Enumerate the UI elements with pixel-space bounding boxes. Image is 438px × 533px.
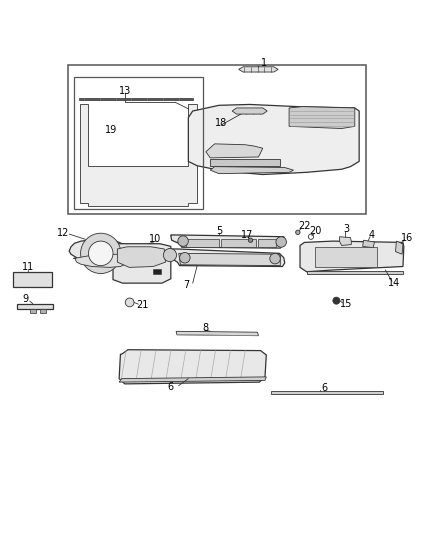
Polygon shape <box>339 237 351 246</box>
Bar <box>221 239 256 247</box>
Text: 19: 19 <box>105 125 117 135</box>
Text: 6: 6 <box>321 383 327 393</box>
Text: 1: 1 <box>261 58 267 68</box>
Polygon shape <box>289 107 355 128</box>
Polygon shape <box>74 254 127 268</box>
Text: 13: 13 <box>119 86 131 96</box>
Text: 22: 22 <box>298 221 311 231</box>
Text: 20: 20 <box>309 227 321 237</box>
Text: 7: 7 <box>183 280 189 290</box>
Text: 16: 16 <box>401 232 413 243</box>
Circle shape <box>81 233 121 273</box>
Circle shape <box>276 237 286 247</box>
Bar <box>186 239 219 247</box>
Circle shape <box>180 253 190 263</box>
Polygon shape <box>169 249 285 266</box>
Polygon shape <box>210 167 293 174</box>
Text: 9: 9 <box>22 294 28 304</box>
Text: 11: 11 <box>21 262 34 272</box>
Bar <box>68 65 366 214</box>
Polygon shape <box>119 377 266 382</box>
Polygon shape <box>30 309 36 313</box>
Polygon shape <box>153 269 161 274</box>
Text: 6: 6 <box>168 382 174 392</box>
Polygon shape <box>69 239 134 265</box>
Text: 8: 8 <box>202 323 208 333</box>
Polygon shape <box>396 241 403 254</box>
Polygon shape <box>119 350 266 384</box>
Polygon shape <box>307 271 403 274</box>
Polygon shape <box>117 247 166 268</box>
Text: 15: 15 <box>340 298 352 309</box>
Circle shape <box>88 241 113 265</box>
Polygon shape <box>79 98 193 101</box>
Text: 4: 4 <box>368 230 374 240</box>
Polygon shape <box>176 332 258 336</box>
Bar <box>74 77 203 209</box>
Text: 21: 21 <box>136 300 148 310</box>
Polygon shape <box>300 241 404 272</box>
Polygon shape <box>13 272 52 287</box>
Text: 5: 5 <box>216 225 222 236</box>
Circle shape <box>270 253 280 264</box>
Text: 17: 17 <box>241 230 254 240</box>
Text: 18: 18 <box>215 118 227 128</box>
Polygon shape <box>239 67 278 72</box>
Circle shape <box>333 297 340 304</box>
Polygon shape <box>113 244 171 283</box>
Text: 12: 12 <box>57 228 70 238</box>
Polygon shape <box>188 104 359 174</box>
Polygon shape <box>171 235 285 248</box>
Circle shape <box>163 248 177 262</box>
Polygon shape <box>80 104 197 206</box>
Text: 3: 3 <box>343 224 349 235</box>
Polygon shape <box>271 391 383 394</box>
Polygon shape <box>17 304 53 309</box>
Polygon shape <box>210 159 280 166</box>
Polygon shape <box>363 240 374 248</box>
Circle shape <box>248 238 253 243</box>
Circle shape <box>296 230 300 235</box>
Text: 10: 10 <box>149 235 162 244</box>
Text: 14: 14 <box>388 278 400 288</box>
Polygon shape <box>40 309 46 313</box>
Circle shape <box>178 236 188 246</box>
Circle shape <box>125 298 134 307</box>
Bar <box>315 247 377 266</box>
Polygon shape <box>232 108 267 114</box>
Polygon shape <box>206 144 263 158</box>
Bar <box>258 239 276 247</box>
Polygon shape <box>179 253 280 265</box>
